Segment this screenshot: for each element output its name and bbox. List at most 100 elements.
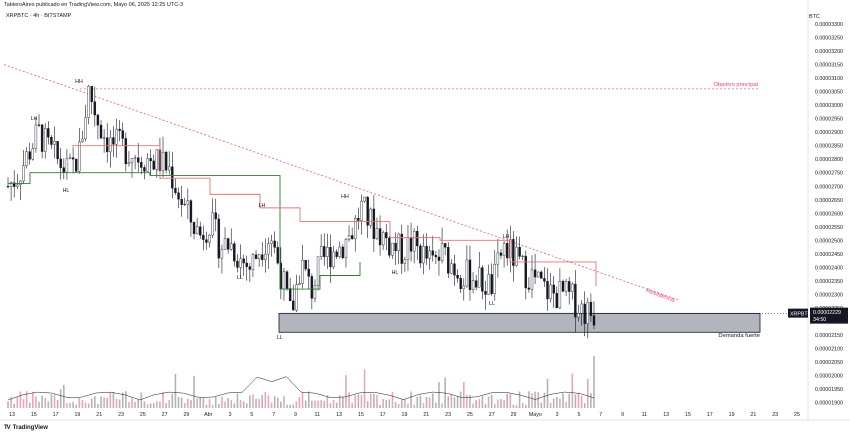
candle-body (40, 124, 44, 152)
volume-bar (366, 401, 369, 408)
volume-bar (292, 404, 295, 408)
candle-body (518, 246, 521, 257)
candle-body (515, 246, 518, 266)
volume-ma-line (7, 376, 595, 401)
volume-bar (69, 402, 71, 408)
volume-bar (84, 402, 87, 408)
candle-body (360, 200, 363, 221)
volume-bar (199, 397, 202, 408)
volume-bar (44, 398, 47, 408)
volume-bar (125, 391, 127, 408)
candle-body (484, 291, 487, 295)
candle-body (589, 301, 593, 316)
candle-body (502, 243, 506, 256)
volume-bar (537, 391, 539, 408)
candle-body (465, 259, 469, 287)
candle-body (474, 280, 478, 288)
y-tick-label: 0.00002750 (815, 171, 843, 177)
candle-body (25, 151, 28, 166)
candle-body (230, 243, 233, 250)
candle-body (19, 180, 22, 186)
candle-body (192, 222, 196, 234)
volume-bar (87, 403, 90, 408)
volume-bar (503, 400, 505, 408)
volume-bar (521, 402, 524, 408)
candle-body (391, 242, 394, 256)
volume-bar (493, 404, 496, 408)
candle-body (267, 243, 270, 255)
candle-body (298, 283, 301, 285)
volume-bar (478, 399, 481, 408)
volume-bar (267, 395, 270, 408)
volume-bar (453, 397, 456, 408)
candle-body (106, 137, 109, 153)
candle-body (403, 259, 407, 264)
candle-body (434, 254, 438, 258)
symbol-line[interactable]: XRPBTC · 4h · BITSTAMP (6, 13, 72, 19)
candle-body (81, 138, 84, 143)
volume-bar (273, 396, 276, 408)
volume-bar (546, 378, 549, 408)
volume-bar (75, 404, 78, 408)
volume-bar (106, 398, 109, 408)
volume-bar (555, 396, 558, 408)
candle-body (478, 267, 481, 288)
candle-body (326, 247, 329, 258)
candle-body (583, 303, 586, 324)
x-tick-label: 5 (577, 412, 580, 418)
candle-body (233, 243, 236, 262)
volume-bar (571, 373, 574, 408)
candle-body (121, 130, 124, 139)
volume-bar (475, 400, 477, 408)
candle-body (524, 255, 527, 289)
x-tick-label: 21 (96, 412, 102, 418)
volume-bar (121, 392, 124, 408)
candle-body (236, 260, 239, 268)
volume-bar (177, 397, 180, 408)
x-tick-label: 15 (31, 412, 37, 418)
demand-label: Demanda fuerte (718, 333, 760, 339)
candle-body (183, 203, 186, 206)
volume-bar (112, 392, 115, 408)
volume-bar (304, 400, 307, 408)
volume-bar (242, 401, 245, 408)
candle-body (409, 237, 413, 252)
volume-bar (397, 404, 400, 408)
candle-body (354, 217, 357, 240)
volume-bar (283, 396, 285, 408)
volume-bar (53, 394, 56, 408)
volume-bar (214, 397, 217, 408)
volume-bar (534, 391, 536, 408)
volume-bar (466, 395, 468, 408)
x-tick-label: 11 (315, 412, 321, 418)
candle-body (282, 271, 286, 290)
candle-body (87, 86, 90, 118)
volume-bar (156, 401, 158, 408)
volume-bar (208, 398, 211, 408)
candle-body (428, 250, 431, 259)
candle-body (295, 284, 298, 311)
tradingview-brand[interactable]: TV TradingView (4, 425, 48, 431)
volume-bar (450, 394, 453, 408)
volume-bar (165, 403, 167, 408)
x-tick-label: 25 (794, 412, 800, 418)
x-tick-label: 17 (380, 412, 386, 418)
volume-bar (419, 396, 422, 408)
volume-bar (190, 400, 192, 408)
volume-bar (447, 396, 450, 408)
candle-body (199, 226, 202, 236)
volume-bar (252, 394, 254, 408)
y-tick-label: 0.00002300 (815, 292, 843, 298)
x-tick-label: 9 (294, 412, 297, 418)
candle-body (254, 254, 258, 259)
candle-body (146, 158, 149, 172)
candle-body (109, 137, 112, 153)
volume-bar (323, 400, 326, 408)
volume-bar (438, 382, 440, 408)
candle-body (471, 280, 475, 290)
pivot-label: HH (75, 79, 83, 85)
volume-bar (233, 403, 236, 408)
candle-body (285, 271, 289, 289)
candle-body (127, 161, 131, 165)
